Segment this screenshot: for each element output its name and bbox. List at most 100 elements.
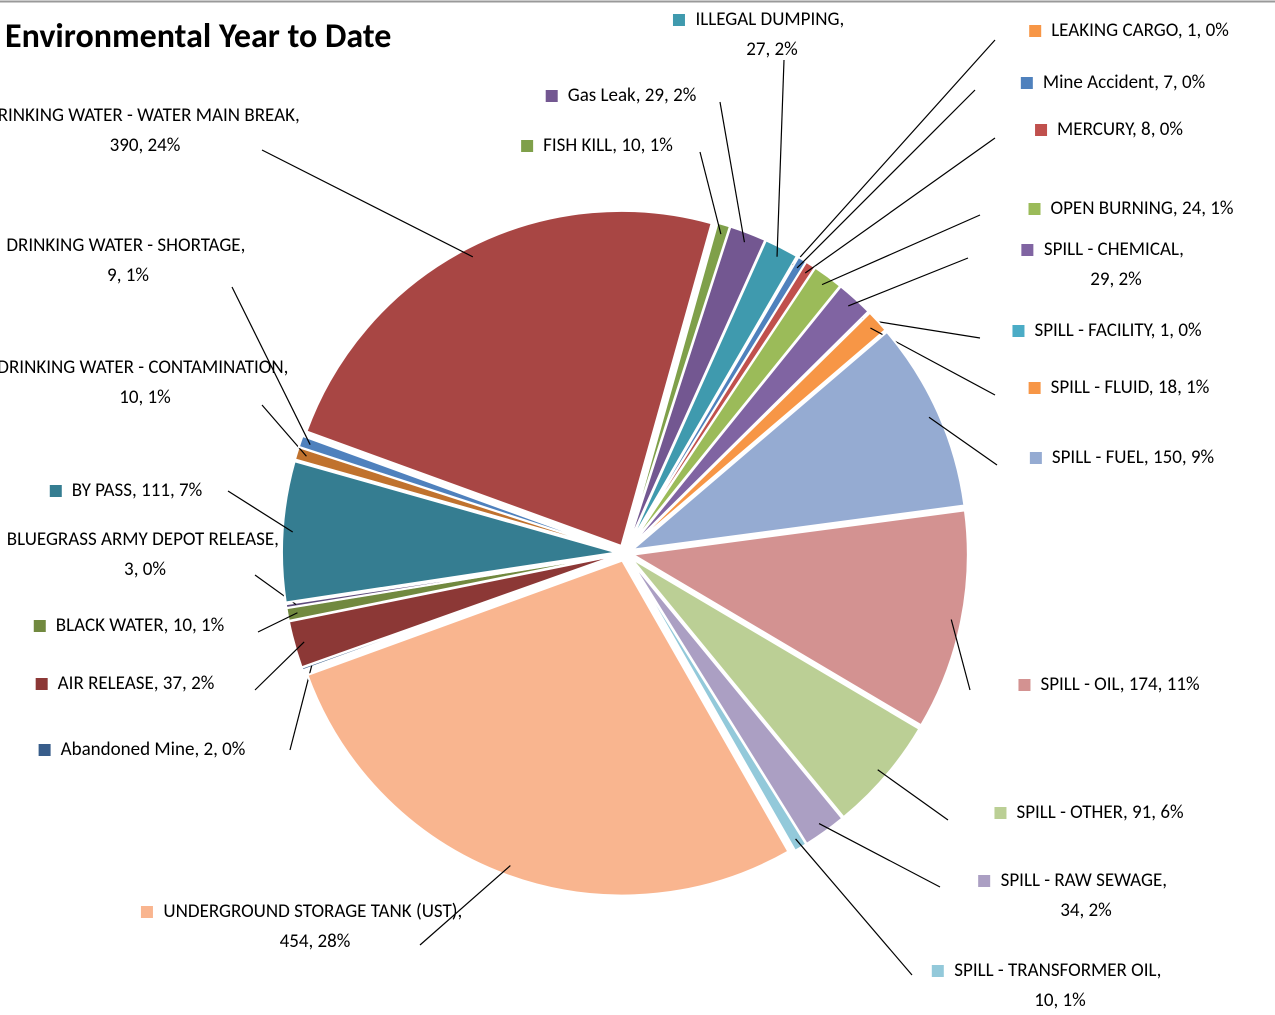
label-value: 29 [645,84,664,107]
label-category: Mine Accident [1043,71,1155,94]
label-separator: , [132,479,141,502]
label-value: 18 [1158,376,1177,399]
label-value: 10 [1034,989,1054,1012]
data-label: FISH KILL, 10, 1% [543,134,673,157]
leader-line [928,416,998,466]
label-percent: 0% [1160,118,1183,141]
leader-line [848,257,969,307]
label-percent: 1% [148,386,171,409]
data-label: MERCURY, 8, 0% [1057,118,1183,141]
data-label: SPILL - OIL, 174, 11% [1040,673,1199,696]
label-separator: , [1197,19,1206,42]
data-label: SPILL - FACILITY, 1, 0% [1034,319,1201,342]
label-category: DRINKING WATER - SHORTAGE [6,234,240,257]
label-separator: , [1123,801,1132,824]
label-percent: 2% [191,672,214,695]
label-percent: 0% [1206,19,1229,42]
label-value: 1 [1160,319,1170,342]
label-separator: , [274,528,283,551]
label-value: 10 [173,614,193,637]
label-separator: , [1169,319,1178,342]
data-label: SPILL - FLUID, 18, 1% [1051,376,1210,399]
label-separator: , [1151,319,1160,342]
leader-line [796,89,976,269]
data-label: BLACK WATER, 10, 1% [56,614,224,637]
pie-slice [629,330,966,552]
label-separator: , [213,738,222,761]
label-value: 10 [119,386,139,409]
legend-key [1028,203,1041,215]
leader-line [699,151,722,235]
label-separator: , [1177,376,1186,399]
label-separator: , [154,672,163,695]
leader-line [419,865,511,946]
data-label: SPILL - TRANSFORMER OIL, 10, 1% [954,959,1165,1012]
legend-key [931,965,944,977]
label-separator: , [1132,118,1141,141]
label-percent: 0% [1178,319,1201,342]
legend-key [521,140,534,152]
label-percent: 1% [1210,197,1233,220]
label-value: 454 [280,930,309,953]
label-separator: , [1157,959,1166,982]
pie-slice [297,434,618,552]
label-percent: 1% [126,264,149,287]
leader-line [950,619,971,691]
label-value: 27 [746,38,766,61]
label-separator: , [1179,238,1188,261]
label-percent: 0% [143,558,166,581]
label-value: 9 [107,264,117,287]
label-separator: , [170,479,179,502]
label-percent: 0% [222,738,245,761]
leader-line [776,59,785,257]
label-separator: , [139,134,148,157]
leader-line [261,149,474,258]
label-separator: , [194,738,203,761]
label-separator: , [1110,268,1119,291]
legend-key [140,906,153,918]
legend-key [1018,679,1031,691]
label-separator: , [241,234,250,257]
legend-key [1029,25,1042,37]
label-category: Abandoned Mine [61,738,195,761]
label-category: SPILL - OIL [1040,673,1119,696]
leader-line [227,490,294,533]
label-category: BY PASS [72,479,132,502]
pie-slice [284,553,618,610]
data-label: LEAKING CARGO, 1, 0% [1051,19,1229,42]
pie-slice [305,209,713,548]
label-category: OPEN BURNING [1051,197,1173,220]
label-value: 1 [1187,19,1197,42]
pie-slice [629,509,969,727]
label-percent: 24% [148,134,181,157]
label-category: UNDERGROUND STORAGE TANK (UST) [163,900,457,923]
label-separator: , [1154,71,1163,94]
legend-key [1012,325,1025,337]
label-category: FISH KILL [543,134,612,157]
label-separator: , [284,356,293,379]
label-separator: , [182,672,191,695]
label-percent: 2% [1119,268,1142,291]
label-category: AIR RELEASE [58,672,154,695]
legend-key [1020,77,1033,89]
leader-line [861,318,981,339]
label-separator: , [134,558,143,581]
label-separator: , [1151,801,1160,824]
legend-key [545,90,558,102]
label-category: ILLEGAL DUMPING [695,8,839,31]
leader-line [257,612,298,633]
leader-line [289,665,313,751]
label-percent: 1% [650,134,673,157]
leader-line [254,641,305,691]
label-percent: 2% [775,38,798,61]
label-separator: , [1144,446,1153,469]
legend-key [33,620,46,632]
label-category: Gas Leak [568,84,636,107]
data-label: DRINKING WATER - CONTAMINATION, 10, 1% [0,356,293,409]
data-label: UNDERGROUND STORAGE TANK (UST), 454, 28% [163,900,466,953]
label-separator: , [1120,673,1129,696]
data-label: DRINKING WATER - WATER MAIN BREAK, 390, … [0,104,304,157]
label-percent: 9% [1191,446,1214,469]
label-percent: 1% [1186,376,1209,399]
label-category: SPILL - CHEMICAL [1044,238,1179,261]
